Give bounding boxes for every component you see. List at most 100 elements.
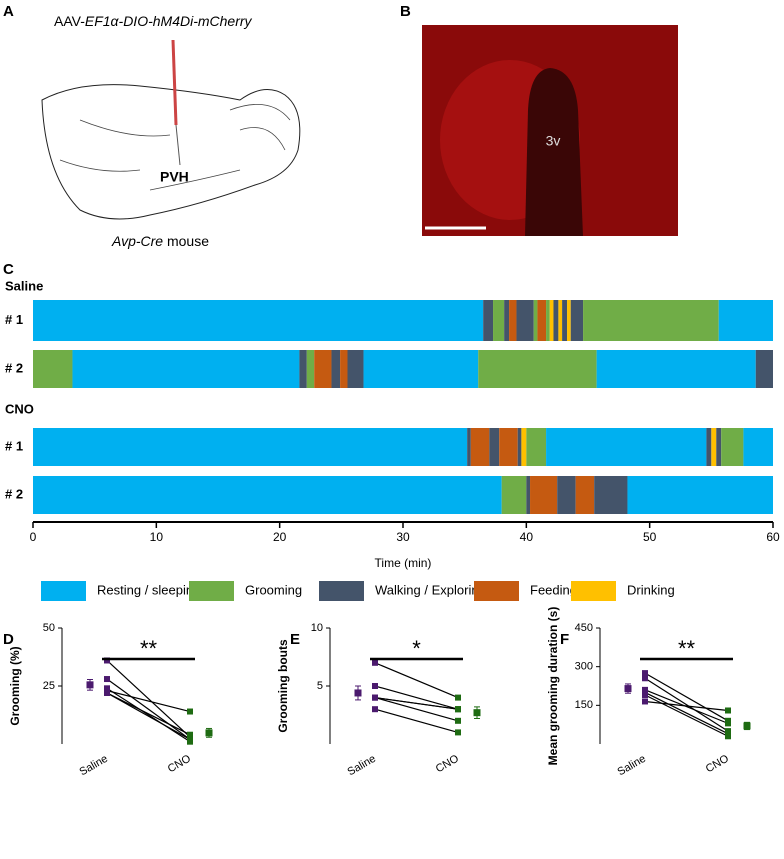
segment — [549, 300, 554, 341]
panel-b: 3v — [422, 25, 678, 236]
segment — [553, 300, 559, 341]
y-axis-label: Grooming bouts — [276, 639, 290, 733]
subject-point — [187, 708, 193, 715]
row-label: # 2 — [5, 360, 23, 375]
segment — [627, 476, 773, 514]
x-tick-label: CNO — [434, 753, 462, 776]
legend-label: Walking / Exploring — [375, 582, 486, 597]
legend-swatch — [319, 581, 364, 601]
segment — [306, 350, 315, 388]
segment — [509, 300, 517, 341]
row-label: # 1 — [5, 438, 23, 453]
segment — [557, 476, 576, 514]
segment — [33, 350, 73, 388]
ventricle-label: 3v — [546, 133, 561, 149]
y-tick-label: 25 — [43, 680, 55, 692]
segment — [363, 350, 479, 388]
segment — [299, 350, 307, 388]
segment — [718, 300, 773, 341]
subject-line — [644, 691, 729, 735]
subject-point — [104, 676, 110, 683]
segment — [521, 428, 527, 466]
segment — [558, 300, 563, 341]
subject-line — [644, 689, 729, 724]
segment — [314, 350, 332, 388]
subject-line — [106, 692, 191, 736]
x-axis-label: Time (min) — [375, 556, 432, 570]
row-label: # 2 — [5, 486, 23, 501]
subject-point — [642, 675, 648, 682]
segment — [594, 476, 628, 514]
segment — [493, 300, 505, 341]
segment — [546, 428, 707, 466]
x-tick-label: 50 — [643, 530, 657, 544]
x-tick-label: 0 — [30, 530, 37, 544]
subject-line — [644, 672, 729, 722]
subject-point — [104, 689, 110, 696]
x-tick-label: Saline — [77, 753, 109, 779]
segment — [483, 300, 494, 341]
x-tick-label: 60 — [766, 530, 780, 544]
subject-point — [725, 720, 731, 727]
y-axis-label: Mean grooming duration (s) — [546, 607, 560, 766]
subject-line — [644, 700, 729, 712]
legend-swatch — [189, 581, 234, 601]
subject-line — [106, 687, 191, 743]
region-label: PVH — [160, 169, 189, 185]
significance-label: ** — [678, 636, 696, 661]
segment — [516, 300, 534, 341]
segment — [575, 476, 595, 514]
legend-label: Grooming — [245, 582, 302, 597]
significance-label: ** — [140, 636, 158, 661]
subject-point — [455, 717, 461, 724]
panel-a: AAV-EF1α-DIO-hM4Di-mCherry PVH Avp-Cre m… — [41, 13, 301, 249]
segment — [501, 476, 527, 514]
segment — [526, 476, 531, 514]
segment — [706, 428, 712, 466]
panel-label: F — [560, 631, 569, 648]
segment — [347, 350, 364, 388]
segment — [478, 350, 597, 388]
subject-line — [374, 708, 459, 733]
segment — [517, 428, 522, 466]
x-tick-label: 10 — [150, 530, 164, 544]
subject-point — [642, 692, 648, 699]
subject-point — [455, 706, 461, 713]
legend-label: Drinking — [627, 582, 675, 597]
mean-point — [624, 685, 632, 693]
x-tick-label: 40 — [520, 530, 534, 544]
segment — [33, 300, 484, 341]
segment — [546, 300, 550, 341]
subject-point — [372, 694, 378, 701]
subject-point — [642, 698, 648, 705]
legend-swatch — [41, 581, 86, 601]
y-axis-label: Grooming (%) — [8, 646, 22, 725]
subject-point — [187, 731, 193, 738]
mean-point — [205, 729, 213, 737]
x-tick-label: Saline — [615, 753, 647, 779]
legend-label: Feeding — [530, 582, 577, 597]
segment — [489, 428, 500, 466]
subject-point — [372, 706, 378, 713]
segment — [340, 350, 348, 388]
panel-label: C — [3, 261, 14, 278]
injection-needle — [171, 39, 178, 126]
segment — [743, 428, 773, 466]
legend-label: Resting / sleeping — [97, 582, 200, 597]
subject-line — [106, 678, 191, 740]
subject-point — [725, 733, 731, 740]
subject-point — [642, 670, 648, 677]
y-tick-label: 150 — [575, 699, 593, 711]
group-label: CNO — [5, 401, 34, 416]
mouse-label: Avp-Cre mouse — [111, 233, 209, 249]
subject-line — [106, 660, 191, 738]
panel-label: E — [290, 631, 300, 648]
construct-label: AAV-EF1α-DIO-hM4Di-mCherry — [54, 13, 253, 29]
group-label: Saline — [5, 278, 43, 293]
segment — [711, 428, 717, 466]
segment — [331, 350, 341, 388]
y-tick-label: 300 — [575, 661, 593, 673]
x-tick-label: 20 — [273, 530, 287, 544]
panel-label: B — [400, 3, 411, 20]
